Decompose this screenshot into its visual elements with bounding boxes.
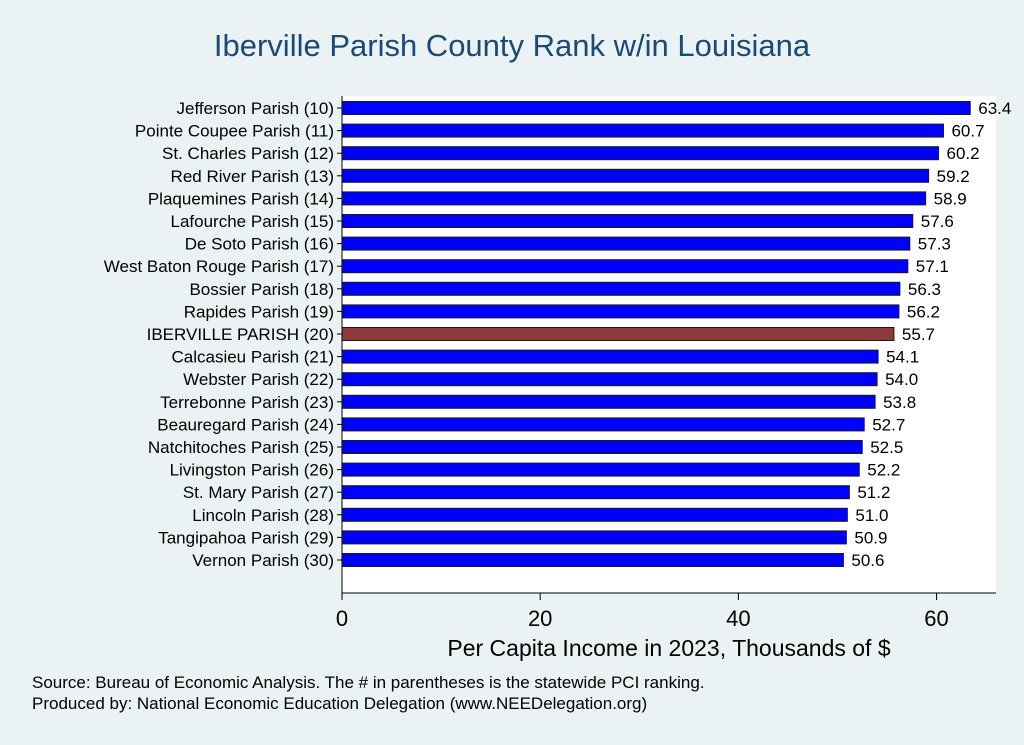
category-label: Natchitoches Parish (25)	[148, 438, 334, 457]
category-label: Rapides Parish (19)	[184, 302, 334, 321]
category-label: Vernon Parish (30)	[192, 551, 334, 570]
bar	[341, 168, 930, 183]
value-label: 51.2	[857, 483, 890, 502]
value-label: 63.4	[978, 99, 1011, 118]
bar	[341, 349, 879, 364]
bar	[341, 485, 850, 500]
category-label: Beauregard Parish (24)	[157, 415, 334, 434]
category-label: St. Mary Parish (27)	[183, 483, 334, 502]
value-label: 57.6	[921, 212, 954, 231]
x-tick-label: 40	[726, 606, 750, 631]
value-label: 52.7	[872, 415, 905, 434]
bar	[341, 259, 909, 274]
bar	[341, 553, 844, 567]
bar	[341, 304, 900, 319]
category-label: IBERVILLE PARISH (20)	[147, 325, 334, 344]
bar	[341, 507, 848, 522]
category-label: Calcasieu Parish (21)	[171, 348, 334, 367]
value-label: 52.5	[870, 438, 903, 457]
value-label: 54.0	[885, 370, 918, 389]
category-label: Terrebonne Parish (23)	[160, 393, 334, 412]
footer: Source: Bureau of Economic Analysis. The…	[32, 672, 705, 714]
bar	[341, 327, 895, 341]
value-label: 57.1	[916, 257, 949, 276]
bar	[341, 123, 944, 138]
bar	[341, 101, 971, 115]
category-labels-group: Jefferson Parish (10) Pointe Coupee Paris…	[104, 99, 342, 570]
value-label: 50.6	[851, 551, 884, 570]
x-axis-label: Per Capita Income in 2023, Thousands of …	[447, 635, 890, 661]
x-tick-label: 60	[924, 606, 948, 631]
x-ticks-group: 0 20 40 60	[336, 593, 949, 631]
value-label: 56.3	[908, 280, 941, 299]
category-label: Red River Parish (13)	[171, 167, 334, 186]
category-label: De Soto Parish (16)	[185, 235, 334, 254]
category-label: Pointe Coupee Parish (11)	[135, 122, 334, 141]
category-label: Jefferson Parish (10)	[177, 99, 334, 118]
category-label: Webster Parish (22)	[183, 370, 334, 389]
bar	[341, 191, 927, 206]
category-label: Bossier Parish (18)	[189, 280, 334, 299]
bar	[341, 146, 940, 161]
bar	[341, 417, 865, 432]
value-label: 50.9	[854, 528, 887, 547]
value-label: 56.2	[907, 302, 940, 321]
x-tick-label: 20	[528, 606, 552, 631]
value-label: 52.2	[867, 461, 900, 480]
category-label: Plaquemines Parish (14)	[148, 189, 334, 208]
bar	[341, 236, 911, 251]
bar	[341, 214, 914, 228]
value-label: 57.3	[918, 235, 951, 254]
value-label: 58.9	[934, 189, 967, 208]
bar	[341, 462, 860, 477]
value-label: 59.2	[937, 167, 970, 186]
value-label: 51.0	[855, 506, 888, 525]
category-label: Lincoln Parish (28)	[192, 506, 334, 525]
value-label: 60.2	[947, 144, 980, 163]
category-label: Lafourche Parish (15)	[171, 212, 334, 231]
bar	[341, 440, 863, 454]
category-label: Livingston Parish (26)	[170, 461, 334, 480]
bar	[341, 530, 847, 545]
category-label: Tangipahoa Parish (29)	[158, 528, 334, 547]
bar	[341, 281, 901, 296]
source-note: Source: Bureau of Economic Analysis. The…	[32, 673, 705, 692]
value-label: 53.8	[883, 393, 916, 412]
bar	[341, 372, 878, 387]
value-label: 55.7	[902, 325, 935, 344]
value-labels-group: 63.4 60.7 60.2 59.2 58.9 57.6 57.3 57.1 56.3 56.2…	[851, 99, 1011, 570]
chart-title: Iberville Parish County Rank w/in Louisi…	[213, 28, 811, 63]
value-label: 60.7	[951, 122, 984, 141]
x-tick-label: 0	[336, 606, 348, 631]
category-label: West Baton Rouge Parish (17)	[104, 257, 334, 276]
bar	[341, 394, 876, 409]
value-label: 54.1	[886, 348, 919, 367]
category-label: St. Charles Parish (12)	[162, 144, 334, 163]
produced-by-note: Produced by: National Economic Education…	[32, 694, 648, 713]
